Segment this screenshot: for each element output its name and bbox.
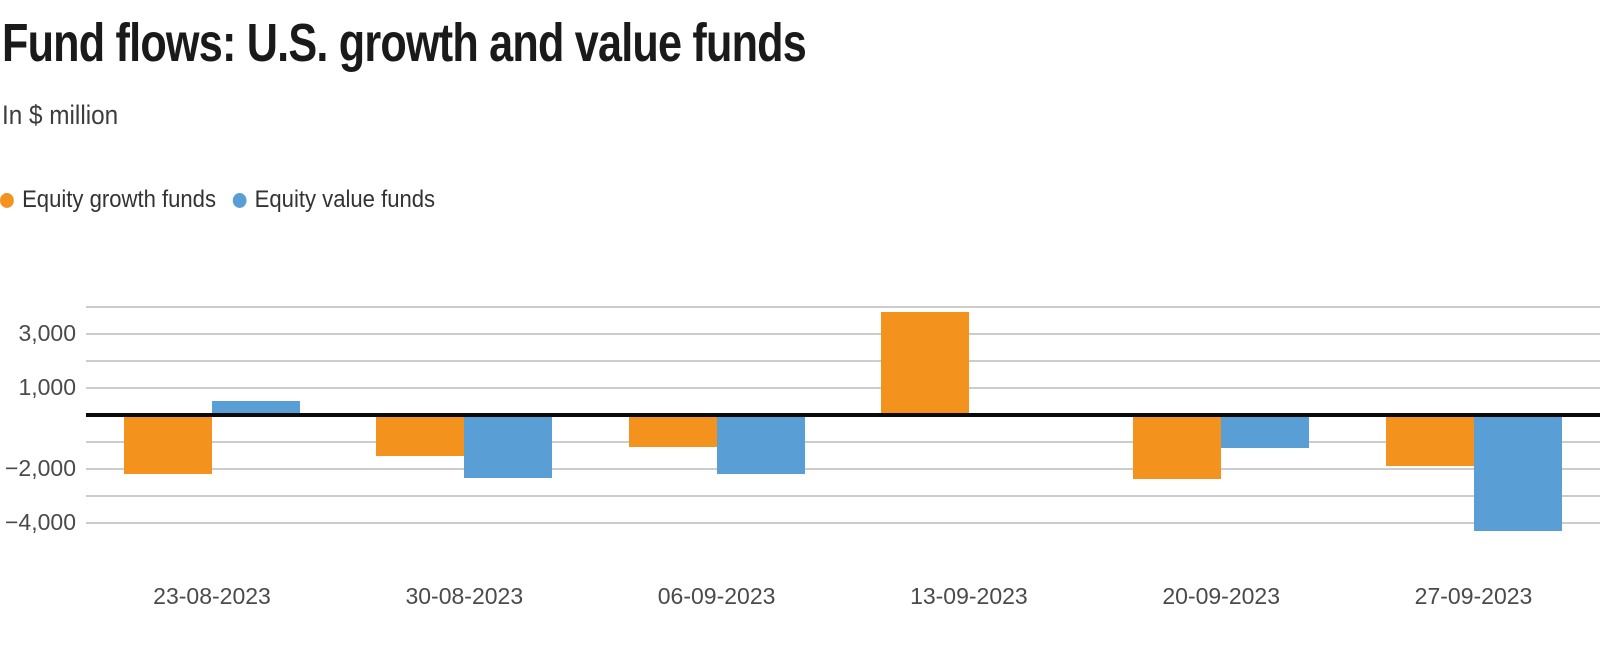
y-axis-tick-label: −2,000 xyxy=(5,455,76,481)
gridline xyxy=(86,386,1600,389)
bar-equity-growth-funds-20-09-2023 xyxy=(1133,414,1222,480)
x-axis-tick-label: 23-08-2023 xyxy=(153,583,271,609)
gridline xyxy=(86,305,1600,308)
legend-swatch-icon xyxy=(0,192,14,208)
bar-equity-value-funds-23-08-2023 xyxy=(212,401,300,415)
chart-title: Fund flows: U.S. growth and value funds xyxy=(2,13,807,73)
x-axis-tick-label: 30-08-2023 xyxy=(405,583,524,609)
gridline xyxy=(86,521,1600,524)
y-axis-tick-label: 3,000 xyxy=(18,320,76,346)
gridline xyxy=(86,467,1600,470)
x-axis-tick-label: 27-09-2023 xyxy=(1414,583,1533,609)
legend-swatch-icon xyxy=(232,192,247,208)
bar-equity-value-funds-20-09-2023 xyxy=(1221,414,1310,449)
bar-equity-value-funds-30-08-2023 xyxy=(464,414,553,478)
bar-equity-growth-funds-06-09-2023 xyxy=(628,414,717,447)
bar-equity-growth-funds-23-08-2023 xyxy=(124,414,212,474)
legend-item-equity-growth-funds: Equity growth funds xyxy=(0,186,216,214)
gridline xyxy=(86,332,1600,335)
y-axis-tick-label: −4,000 xyxy=(5,509,76,535)
bar-equity-value-funds-27-09-2023 xyxy=(1473,414,1562,531)
x-axis-tick-label: 20-09-2023 xyxy=(1162,583,1281,609)
legend-label: Equity value funds xyxy=(254,186,436,213)
bar-equity-growth-funds-13-09-2023 xyxy=(880,311,969,415)
gridline xyxy=(86,359,1600,362)
chart-subtitle: In $ million xyxy=(2,100,119,130)
bar-equity-growth-funds-30-08-2023 xyxy=(376,414,465,457)
bar-equity-value-funds-06-09-2023 xyxy=(716,414,805,474)
chart-legend: Equity growth funds Equity value funds xyxy=(0,186,435,214)
x-axis-tick-label: 13-09-2023 xyxy=(910,583,1028,609)
legend-item-equity-value-funds: Equity value funds xyxy=(232,186,436,214)
gridline xyxy=(86,440,1600,443)
zero-axis-line xyxy=(86,412,1600,417)
gridline xyxy=(86,494,1600,497)
legend-label: Equity growth funds xyxy=(22,186,217,213)
bar-equity-growth-funds-27-09-2023 xyxy=(1385,414,1474,466)
x-axis-tick-label: 06-09-2023 xyxy=(657,583,776,609)
y-axis-tick-label: 1,000 xyxy=(18,374,76,400)
